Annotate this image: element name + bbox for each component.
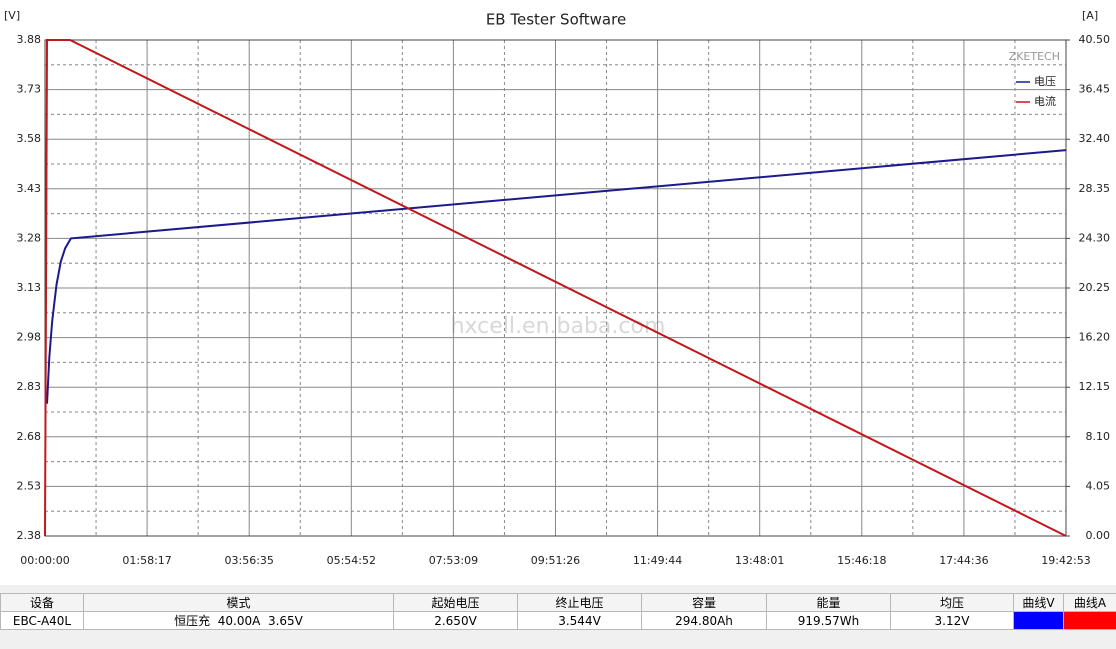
y2-tick-label: 40.50	[1079, 33, 1111, 46]
y2-tick-label: 0.00	[1086, 529, 1111, 542]
y2-tick-label: 32.40	[1079, 132, 1111, 145]
column-header: 能量	[766, 593, 891, 612]
y2-tick-label: 16.20	[1079, 331, 1111, 344]
y2-tick-label: 24.30	[1079, 231, 1111, 244]
y-tick-label: 2.83	[17, 380, 42, 393]
y-tick-label: 3.73	[17, 83, 42, 96]
legend-label: 电流	[1034, 94, 1056, 108]
info-table: 设备 模式 起始电压 终止电压 容量 能量 均压 曲线V 曲线A EBC-A40L 恒压充 40.…	[0, 593, 1116, 630]
y2-tick-label: 8.10	[1086, 430, 1111, 443]
column-header: 起始电压	[393, 593, 518, 612]
y-tick-label: 2.98	[17, 331, 42, 344]
column-header: 设备	[0, 593, 84, 612]
y-tick-label: 3.13	[17, 281, 42, 294]
y-tick-label: 2.53	[17, 479, 42, 492]
plot-frame	[44, 39, 1067, 537]
y-axis-label: [V]	[4, 9, 20, 22]
color-swatch	[1063, 611, 1116, 630]
y-tick-label: 2.68	[17, 430, 42, 443]
x-tick-label: 01:58:17	[122, 554, 171, 567]
table-header: 设备 模式 起始电压 终止电压 容量 能量 均压 曲线V 曲线A	[0, 593, 1116, 612]
x-tick-label: 15:46:18	[837, 554, 886, 567]
legend-label: 电压	[1034, 75, 1056, 88]
y-tick-label: 3.58	[17, 132, 42, 145]
series-line	[44, 39, 1067, 537]
grid	[44, 39, 1067, 537]
table-row: EBC-A40L 恒压充 40.00A 3.65V 2.650V 3.544V 294.…	[0, 611, 1116, 630]
chart-title: EB Tester Software	[486, 11, 626, 29]
watermark: hxcell.en.baba.com	[451, 314, 666, 339]
x-tick-label: 00:00:00	[20, 554, 69, 567]
column-header: 曲线V	[1013, 593, 1064, 612]
y-tick-label: 3.88	[17, 33, 42, 46]
series-line	[46, 149, 1067, 404]
column-header: 均压	[890, 593, 1014, 612]
chart: EB Tester Software [V] [A] ZKETECH hxcel…	[0, 0, 1116, 585]
column-header: 模式	[83, 593, 394, 612]
x-tick-label: 17:44:36	[939, 554, 988, 567]
brand: ZKETECH	[1009, 50, 1060, 63]
table-cell: 919.57Wh	[766, 611, 891, 630]
x-tick-label: 03:56:35	[225, 554, 274, 567]
y2-tick-label: 20.25	[1079, 281, 1111, 294]
column-header: 容量	[641, 593, 767, 612]
y-tick-label: 3.43	[17, 182, 42, 195]
y2-tick-label: 12.15	[1079, 380, 1111, 393]
y-tick-label: 2.38	[17, 529, 42, 542]
x-tick-label: 07:53:09	[429, 554, 478, 567]
table-cell: 2.650V	[393, 611, 518, 630]
x-tick-label: 09:51:26	[531, 554, 580, 567]
y2-tick-label: 36.45	[1079, 83, 1111, 96]
x-tick-label: 05:54:52	[327, 554, 376, 567]
column-header: 曲线A	[1063, 593, 1116, 612]
x-tick-label: 13:48:01	[735, 554, 784, 567]
y2-tick-label: 4.05	[1086, 479, 1111, 492]
table-cell: 3.544V	[517, 611, 642, 630]
table-cell: 3.12V	[890, 611, 1014, 630]
table-cell: 恒压充 40.00A 3.65V	[83, 611, 394, 630]
column-header: 终止电压	[517, 593, 642, 612]
table-cell: 294.80Ah	[641, 611, 767, 630]
x-tick-label: 19:42:53	[1041, 554, 1090, 567]
table-cell: EBC-A40L	[0, 611, 84, 630]
y2-tick-label: 28.35	[1079, 182, 1111, 195]
color-swatch	[1013, 611, 1064, 630]
x-tick-label: 11:49:44	[633, 554, 682, 567]
y-tick-label: 3.28	[17, 231, 42, 244]
y2-axis-label: [A]	[1082, 9, 1098, 22]
